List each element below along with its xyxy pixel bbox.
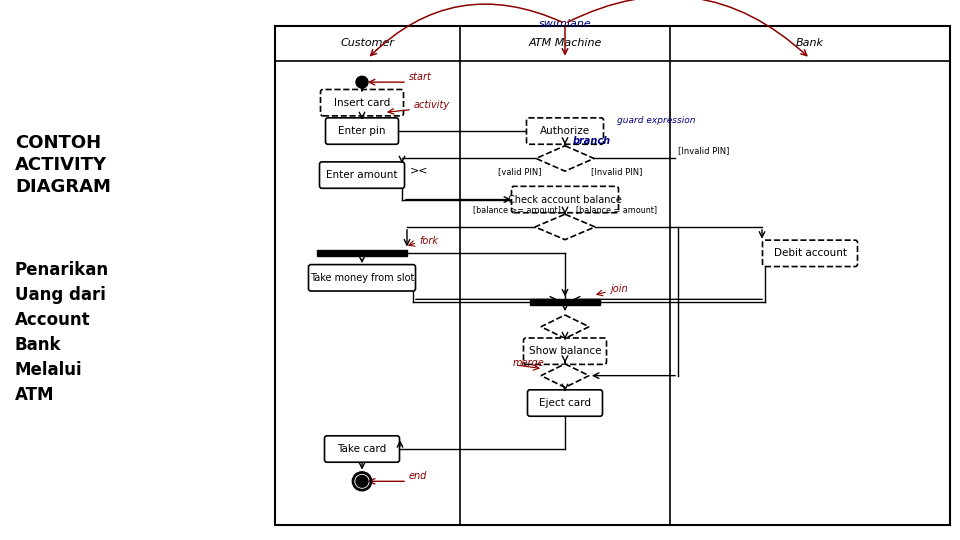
- Bar: [530, 299, 600, 305]
- FancyBboxPatch shape: [762, 240, 857, 267]
- Text: Take card: Take card: [337, 444, 387, 454]
- Text: merge: merge: [513, 358, 544, 368]
- Text: [balance >= amount]: [balance >= amount]: [473, 205, 561, 214]
- Text: Check account balance: Check account balance: [508, 194, 622, 205]
- Circle shape: [356, 475, 368, 487]
- Text: end: end: [409, 471, 427, 481]
- FancyBboxPatch shape: [320, 162, 404, 188]
- Polygon shape: [541, 315, 589, 339]
- Text: Eject card: Eject card: [539, 398, 591, 408]
- Text: Take money from slot: Take money from slot: [310, 273, 414, 283]
- Text: Enter amount: Enter amount: [326, 170, 397, 180]
- Text: Show balance: Show balance: [529, 346, 601, 356]
- Text: Bank: Bank: [796, 38, 824, 49]
- Polygon shape: [536, 146, 594, 171]
- Text: join: join: [610, 285, 628, 294]
- FancyBboxPatch shape: [321, 90, 403, 116]
- Polygon shape: [541, 364, 589, 387]
- Text: [valid PIN]: [valid PIN]: [498, 167, 541, 176]
- Text: Customer: Customer: [341, 38, 395, 49]
- Text: branch: branch: [573, 136, 612, 146]
- Text: ATM Machine: ATM Machine: [528, 38, 602, 49]
- FancyBboxPatch shape: [308, 265, 416, 291]
- FancyBboxPatch shape: [325, 118, 398, 144]
- Text: fork: fork: [419, 235, 438, 246]
- Text: Debit account: Debit account: [774, 248, 847, 258]
- FancyBboxPatch shape: [527, 390, 603, 416]
- Text: Insert card: Insert card: [334, 98, 390, 107]
- Text: activity: activity: [414, 99, 450, 110]
- Text: Enter pin: Enter pin: [338, 126, 386, 136]
- Text: ><: ><: [410, 165, 428, 175]
- FancyBboxPatch shape: [523, 338, 607, 365]
- Text: Penarikan
Uang dari
Account
Bank
Melalui
ATM: Penarikan Uang dari Account Bank Melalui…: [15, 261, 109, 404]
- Text: [balance = amount]: [balance = amount]: [576, 205, 658, 214]
- Text: guard expression: guard expression: [617, 116, 695, 125]
- FancyBboxPatch shape: [526, 118, 604, 144]
- Circle shape: [356, 76, 368, 88]
- Text: Authorize: Authorize: [540, 126, 590, 136]
- Text: start: start: [409, 72, 432, 82]
- Text: swimlane: swimlane: [539, 18, 591, 29]
- Bar: [317, 251, 407, 256]
- Text: [Invalid PIN]: [Invalid PIN]: [678, 146, 730, 156]
- Polygon shape: [535, 214, 595, 240]
- Text: [Invalid PIN]: [Invalid PIN]: [591, 167, 642, 176]
- FancyBboxPatch shape: [324, 436, 399, 462]
- Text: CONTOH
ACTIVITY
DIAGRAM: CONTOH ACTIVITY DIAGRAM: [15, 134, 110, 197]
- FancyBboxPatch shape: [512, 186, 618, 213]
- Bar: [275, 26, 950, 525]
